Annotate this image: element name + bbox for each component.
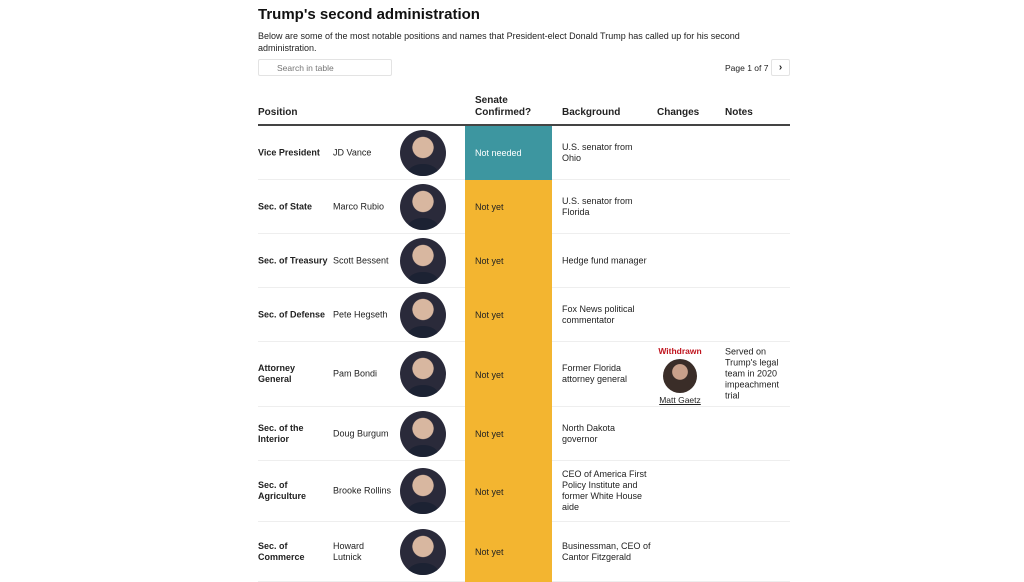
header-position[interactable]: Position	[258, 107, 298, 118]
portrait-photo	[400, 183, 446, 230]
portrait-photo	[400, 129, 446, 176]
table-row: Sec. of Commerce Howard Lutnick Not yet …	[258, 522, 790, 582]
senate-status-cell: Not yet	[465, 407, 552, 461]
notes-cell: Served on Trump's legal team in 2020 imp…	[725, 346, 780, 401]
portrait-photo	[400, 410, 446, 457]
background-cell: Businessman, CEO of Cantor Fitzgerald	[562, 540, 651, 562]
position-cell: Sec. of State	[258, 201, 313, 211]
table-row: Sec. of Defense Pete Hegseth Not yet Fox…	[258, 288, 790, 342]
name-cell: Pam Bondi	[333, 368, 378, 379]
table-row: Vice President JD Vance Not needed U.S. …	[258, 126, 790, 180]
name-cell: Howard Lutnick	[333, 540, 365, 562]
position-cell: Attorney General	[258, 363, 296, 384]
senate-status-cell: Not yet	[465, 180, 552, 234]
portrait-photo	[400, 291, 446, 338]
background-cell: CEO of America First Policy Institute an…	[562, 469, 647, 512]
senate-status: Not yet	[475, 369, 504, 380]
table-row: Attorney General Pam Bondi Not yet Forme…	[258, 342, 790, 407]
senate-status-cell: Not yet	[465, 461, 552, 522]
senate-status-cell: Not yet	[465, 288, 552, 342]
portrait-photo	[400, 237, 446, 284]
senate-status: Not needed	[475, 148, 522, 158]
table-row: Sec. of Treasury Scott Bessent Not yet H…	[258, 234, 790, 288]
background-cell: Fox News political commentator	[562, 303, 635, 325]
senate-status-cell: Not yet	[465, 234, 552, 288]
portrait-photo	[400, 528, 446, 575]
senate-status: Not yet	[475, 310, 504, 320]
header-divider	[258, 124, 790, 126]
senate-status: Not yet	[475, 486, 504, 497]
name-cell: Doug Burgum	[333, 428, 389, 438]
table-row: Sec. of State Marco Rubio Not yet U.S. s…	[258, 180, 790, 234]
withdrawn-nominee-link[interactable]: Matt Gaetz	[659, 395, 701, 405]
background-cell: Hedge fund manager	[562, 255, 647, 265]
senate-status: Not yet	[475, 202, 504, 212]
header-background[interactable]: Background	[562, 107, 621, 118]
portrait-photo	[400, 468, 446, 514]
name-cell: Marco Rubio	[333, 201, 385, 211]
background-cell: U.S. senator from Ohio	[562, 141, 633, 163]
background-cell: Former Florida attorney general	[562, 363, 628, 384]
page-indicator: Page 1 of 7	[725, 63, 769, 73]
chevron-right-icon: ›	[778, 62, 783, 73]
senate-status-cell: Not yet	[465, 342, 552, 407]
name-cell: JD Vance	[333, 147, 372, 157]
description: Below are some of the most notable posit…	[258, 31, 740, 53]
portrait-photo	[400, 351, 446, 397]
table-row: Sec. of the Interior Doug Burgum Not yet…	[258, 407, 790, 461]
senate-status-cell: Not yet	[465, 522, 552, 582]
name-cell: Pete Hegseth	[333, 309, 388, 319]
search-input[interactable]	[258, 59, 392, 76]
page-title: Trump's second administration	[258, 6, 480, 23]
withdrawn-label: Withdrawn	[658, 346, 702, 356]
position-cell: Sec. of Defense	[258, 309, 326, 319]
background-cell: North Dakota governor	[562, 422, 616, 444]
position-cell: Sec. of Treasury	[258, 255, 328, 265]
portrait-photo	[663, 359, 697, 393]
header-changes[interactable]: Changes	[657, 107, 700, 118]
header-senate[interactable]: Senate Confirmed?	[475, 95, 532, 118]
senate-status: Not yet	[475, 429, 504, 439]
changes-cell: Withdrawn Matt Gaetz	[650, 346, 710, 405]
position-cell: Sec. of the Interior	[258, 422, 304, 444]
next-page-button[interactable]: ›	[771, 59, 790, 76]
senate-status: Not yet	[475, 547, 504, 557]
background-cell: U.S. senator from Florida	[562, 195, 633, 217]
position-cell: Sec. of Commerce	[258, 540, 305, 562]
name-cell: Scott Bessent	[333, 255, 389, 265]
senate-status: Not yet	[475, 256, 504, 266]
position-cell: Sec. of Agriculture	[258, 480, 307, 501]
position-cell: Vice President	[258, 147, 320, 157]
name-cell: Brooke Rollins	[333, 485, 392, 496]
table-row: Sec. of Agriculture Brooke Rollins Not y…	[258, 461, 790, 522]
senate-status-cell: Not needed	[465, 126, 552, 180]
header-notes[interactable]: Notes	[725, 107, 753, 118]
